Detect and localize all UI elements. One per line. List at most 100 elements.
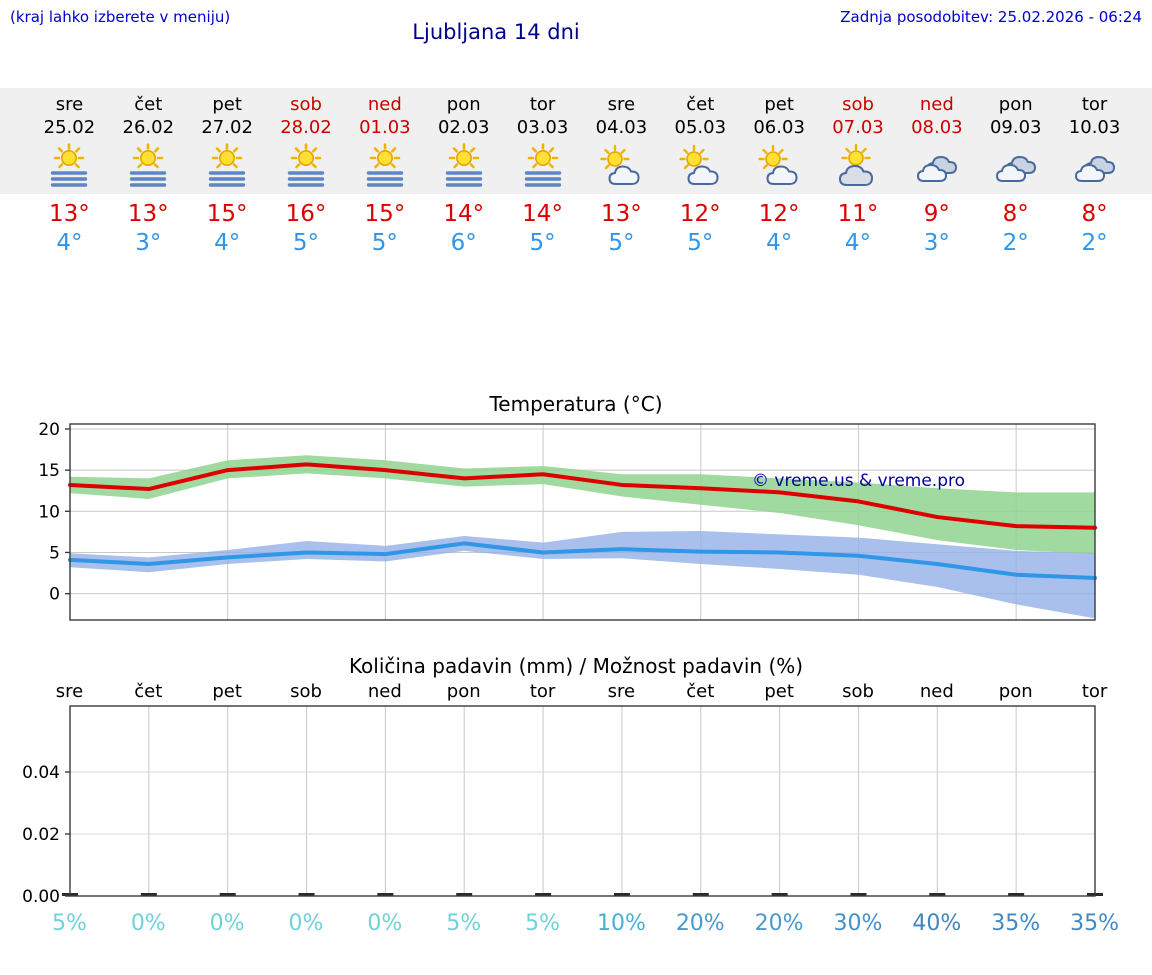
temperature-cell: 13° 5° bbox=[582, 200, 661, 258]
low-temp: 5° bbox=[608, 230, 635, 256]
day-column: tor 03.03 bbox=[503, 93, 582, 191]
day-columns: sre 25.02 čet 26.02 pet 27.02 sob 28.02 bbox=[30, 93, 1134, 191]
temperature-cell: 9° 3° bbox=[897, 200, 976, 258]
sun-cloud-icon bbox=[758, 144, 798, 185]
precip-day-label: pet bbox=[212, 681, 242, 702]
svg-text:0.02: 0.02 bbox=[22, 825, 60, 845]
day-date: 28.02 bbox=[280, 117, 332, 138]
low-temp: 4° bbox=[766, 230, 793, 256]
high-temp: 9° bbox=[923, 201, 950, 227]
high-temp: 14° bbox=[443, 201, 485, 227]
temperature-cell: 16° 5° bbox=[267, 200, 346, 258]
high-temp: 8° bbox=[1081, 201, 1108, 227]
sun-fog-icon bbox=[130, 143, 167, 187]
precip-percent-label: 5% bbox=[51, 911, 87, 936]
precip-day-label: sob bbox=[842, 681, 874, 702]
weather-icon-sun-fog bbox=[109, 141, 188, 191]
low-temp: 5° bbox=[371, 230, 398, 256]
precip-percent-label: 0% bbox=[130, 911, 166, 936]
weather-icon-sun-fog bbox=[345, 141, 424, 191]
svg-text:0: 0 bbox=[49, 585, 60, 605]
high-temp: 14° bbox=[522, 201, 563, 227]
day-column: pon 02.03 bbox=[424, 93, 503, 191]
page-title: Ljubljana 14 dni bbox=[412, 20, 580, 44]
day-column: ned 08.03 bbox=[897, 93, 976, 191]
weather-icon-sun-fog bbox=[267, 141, 346, 191]
weather-icon-sun-big-cloud bbox=[819, 141, 898, 191]
weather-icon-clouds bbox=[897, 141, 976, 191]
day-name: tor bbox=[1081, 94, 1108, 115]
precipitation-percent-row: 5% 0% 0% 0% 0% 5% 5% 10% 20% 20% 30% 40% 35% 35% bbox=[30, 910, 1134, 938]
day-date: 07.03 bbox=[832, 117, 884, 138]
precipitation-chart: 0.00 0.02 0.04 bbox=[22, 705, 1103, 906]
day-column: čet 26.02 bbox=[109, 93, 188, 191]
day-name: tor bbox=[529, 94, 556, 115]
sun-cloud-icon bbox=[679, 144, 719, 185]
precip-day-label: sre bbox=[55, 681, 84, 702]
temperature-cell: 15° 5° bbox=[345, 200, 424, 258]
precip-percent-label: 35% bbox=[991, 911, 1041, 936]
low-temp: 5° bbox=[292, 230, 320, 256]
precip-day-label: ned bbox=[919, 681, 954, 702]
low-temp: 4° bbox=[214, 230, 241, 256]
day-name: sob bbox=[842, 94, 874, 115]
location-menu-hint: (kraj lahko izberete v meniju) bbox=[10, 8, 231, 26]
clouds-icon bbox=[995, 155, 1036, 182]
precip-day-label: čet bbox=[686, 681, 715, 702]
precip-percent-label: 5% bbox=[446, 911, 482, 936]
precipitation-chart-title: Količina padavin (mm) / Možnost padavin … bbox=[348, 654, 804, 678]
precip-percent-label: 35% bbox=[1070, 911, 1120, 936]
day-name: pet bbox=[212, 94, 242, 115]
weather-icon-sun-cloud bbox=[582, 141, 661, 191]
day-date: 26.02 bbox=[122, 117, 175, 138]
sun-fog-icon bbox=[445, 143, 482, 187]
high-temp: 12° bbox=[679, 201, 721, 227]
low-temp: 4° bbox=[56, 230, 83, 256]
day-column: sre 25.02 bbox=[30, 93, 109, 191]
sun-fog-icon bbox=[208, 143, 246, 187]
svg-text:0.04: 0.04 bbox=[22, 763, 60, 783]
low-temp: 3° bbox=[135, 230, 162, 256]
svg-text:15: 15 bbox=[38, 461, 60, 481]
low-temp: 5° bbox=[529, 230, 556, 256]
precip-day-label: sob bbox=[290, 681, 322, 702]
day-date: 08.03 bbox=[911, 117, 963, 138]
weather-icon-sun-fog bbox=[424, 141, 503, 191]
day-name: pon bbox=[998, 94, 1033, 115]
temperature-cell: 12° 4° bbox=[740, 200, 819, 258]
last-update-text: Zadnja posodobitev: 25.02.2026 - 06:24 bbox=[840, 8, 1142, 26]
clouds-icon bbox=[916, 155, 957, 182]
precip-day-label: ned bbox=[367, 681, 402, 702]
weather-icon-sun-fog bbox=[503, 141, 582, 191]
day-name: čet bbox=[686, 94, 715, 115]
day-column: ned 01.03 bbox=[345, 93, 424, 191]
day-name: pon bbox=[446, 94, 481, 115]
temperature-cell: 15° 4° bbox=[188, 200, 267, 258]
high-temp: 13° bbox=[49, 201, 90, 227]
precip-percent-label: 20% bbox=[754, 911, 804, 936]
day-date: 03.03 bbox=[516, 117, 569, 138]
precipitation-day-labels: sre čet pet sob ned pon tor sre čet pet sob ned pon t… bbox=[30, 680, 1134, 704]
day-column: pet 06.03 bbox=[740, 93, 819, 191]
weather-icon-sun-fog bbox=[188, 141, 267, 191]
day-name: ned bbox=[367, 94, 402, 115]
weather-icon-sun-cloud bbox=[661, 141, 740, 191]
precip-percent-label: 10% bbox=[596, 911, 646, 936]
high-temp: 11° bbox=[837, 201, 879, 227]
day-name: sob bbox=[290, 94, 322, 115]
day-name: ned bbox=[919, 94, 954, 115]
day-column: sob 07.03 bbox=[819, 93, 898, 191]
day-date: 27.02 bbox=[201, 117, 253, 138]
precip-percent-label: 40% bbox=[912, 911, 962, 936]
precip-day-label: pon bbox=[446, 681, 481, 702]
day-column: tor 10.03 bbox=[1055, 93, 1134, 191]
day-date: 25.02 bbox=[43, 117, 96, 138]
precip-day-label: pet bbox=[764, 681, 794, 702]
svg-text:5: 5 bbox=[49, 543, 60, 563]
high-temp: 15° bbox=[206, 201, 248, 227]
day-date: 04.03 bbox=[595, 117, 648, 138]
precip-percent-label: 0% bbox=[209, 911, 245, 936]
high-temp: 8° bbox=[1002, 201, 1029, 227]
sun-fog-icon bbox=[287, 143, 325, 187]
day-column: pon 09.03 bbox=[976, 93, 1055, 191]
